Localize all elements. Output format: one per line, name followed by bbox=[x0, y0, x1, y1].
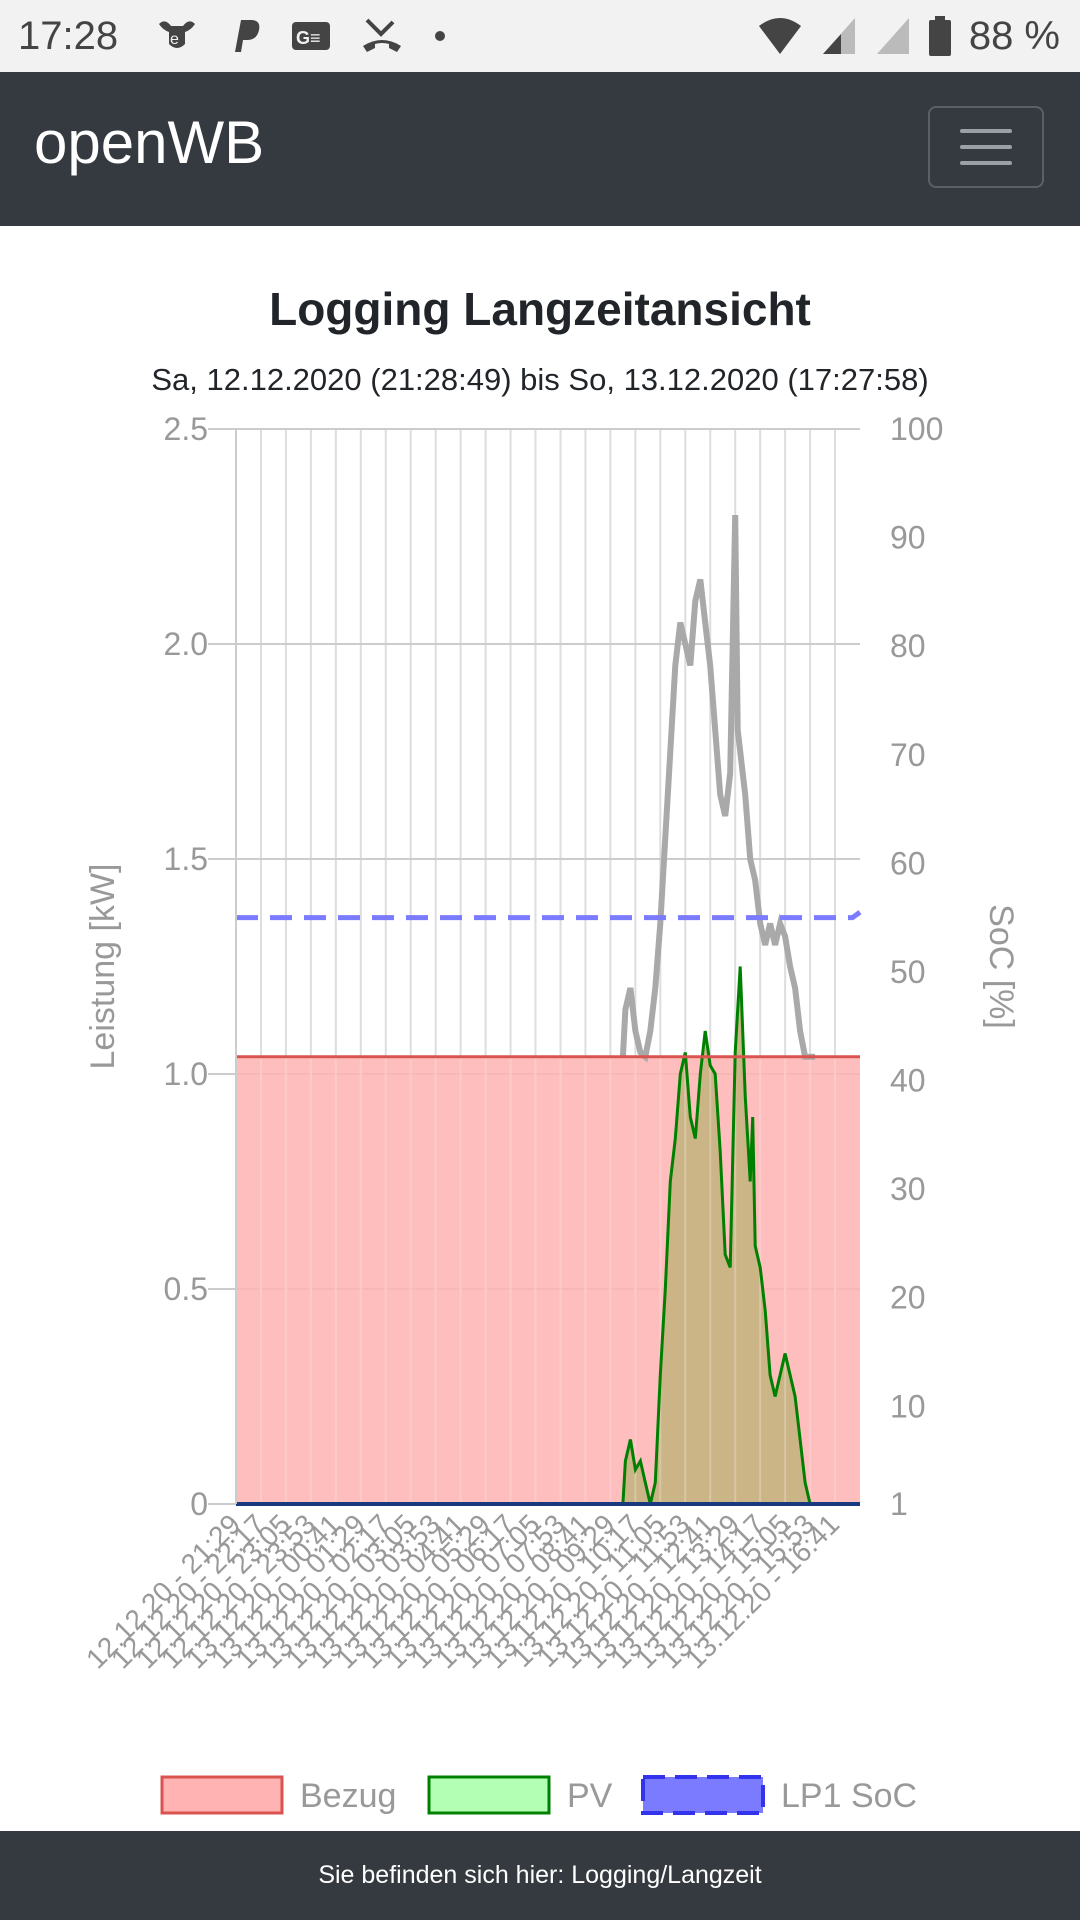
soc-line bbox=[236, 910, 862, 921]
pv-line bbox=[236, 966, 860, 1506]
svg-text:G≡: G≡ bbox=[296, 28, 321, 48]
legend-swatch-bezug bbox=[160, 1775, 284, 1815]
y-tick-label: 0 bbox=[190, 1486, 208, 1522]
y2-tick-label: 1 bbox=[890, 1486, 908, 1522]
signal-icon bbox=[876, 18, 909, 54]
status-time: 17:28 bbox=[18, 14, 119, 58]
page-subtitle: Sa, 12.12.2020 (21:28:49) bis So, 13.12.… bbox=[151, 362, 929, 397]
paypal-icon bbox=[235, 20, 260, 52]
y2-tick-label: 20 bbox=[890, 1280, 926, 1316]
y2-tick-label: 60 bbox=[890, 845, 926, 881]
signal-icon bbox=[822, 18, 855, 54]
y-tick-label: 2.0 bbox=[164, 626, 208, 662]
breadcrumb: Sie befinden sich hier: Logging/Langzeit bbox=[318, 1861, 762, 1889]
y-tick-label: 1.5 bbox=[164, 841, 208, 877]
y-tick-label: 1.0 bbox=[164, 1056, 208, 1092]
battery-icon bbox=[928, 16, 951, 56]
battery-percentage: 88 % bbox=[968, 13, 1060, 58]
wifi-icon bbox=[758, 18, 801, 54]
house-consumption-line bbox=[619, 514, 816, 1063]
legend-label: LP1 SoC bbox=[781, 1777, 917, 1815]
status-bar: 17:28 e G≡ bbox=[0, 0, 1080, 72]
legend: Bezug PV LP1 SoC bbox=[160, 1775, 917, 1815]
y2-tick-label: 10 bbox=[890, 1388, 926, 1424]
footer: Sie befinden sich hier: Logging/Langzeit bbox=[0, 1831, 1080, 1920]
y2-axis-title: SoC [%] bbox=[982, 904, 1020, 1029]
chart: 0 0.5 1.0 1.5 2.0 2.5 1 10 20 30 40 50 60 70 80 90 100 Le… bbox=[80, 411, 1020, 1815]
legend-label: Bezug bbox=[300, 1777, 396, 1815]
pv-area bbox=[236, 966, 860, 1504]
svg-text:e: e bbox=[170, 31, 179, 48]
hamburger-icon bbox=[960, 129, 1012, 133]
bull-icon: e bbox=[159, 21, 195, 48]
notification-icons: e G≡ bbox=[155, 14, 447, 58]
y2-tick-label: 30 bbox=[890, 1171, 926, 1207]
navbar: openWB bbox=[0, 72, 1080, 226]
series-layer bbox=[235, 514, 862, 1506]
menu-toggle-button[interactable] bbox=[928, 106, 1044, 188]
y-tick-label: 0.5 bbox=[164, 1271, 208, 1307]
legend-swatch-soc bbox=[641, 1775, 765, 1815]
brand-logo[interactable]: openWB bbox=[34, 109, 265, 176]
dot-icon bbox=[435, 31, 445, 41]
y2-tick-label: 80 bbox=[890, 628, 926, 664]
hamburger-icon bbox=[960, 145, 1012, 149]
y-axis-title: Leistung [kW] bbox=[84, 864, 122, 1070]
y2-tick-label: 40 bbox=[890, 1063, 926, 1099]
legend-swatch-pv bbox=[427, 1775, 551, 1815]
page-title: Logging Langzeitansicht bbox=[269, 283, 811, 335]
y2-tick-label: 100 bbox=[890, 411, 943, 447]
y2-tick-label: 70 bbox=[890, 737, 926, 773]
system-icons: 88 % bbox=[757, 14, 1060, 58]
y-tick-label: 2.5 bbox=[164, 411, 208, 447]
y2-tick-label: 90 bbox=[890, 520, 926, 556]
hamburger-icon bbox=[960, 161, 1012, 165]
ge-icon: G≡ bbox=[292, 22, 330, 50]
missed-call-icon bbox=[363, 18, 401, 52]
legend-label: PV bbox=[567, 1777, 613, 1815]
y2-tick-label: 50 bbox=[890, 954, 926, 990]
